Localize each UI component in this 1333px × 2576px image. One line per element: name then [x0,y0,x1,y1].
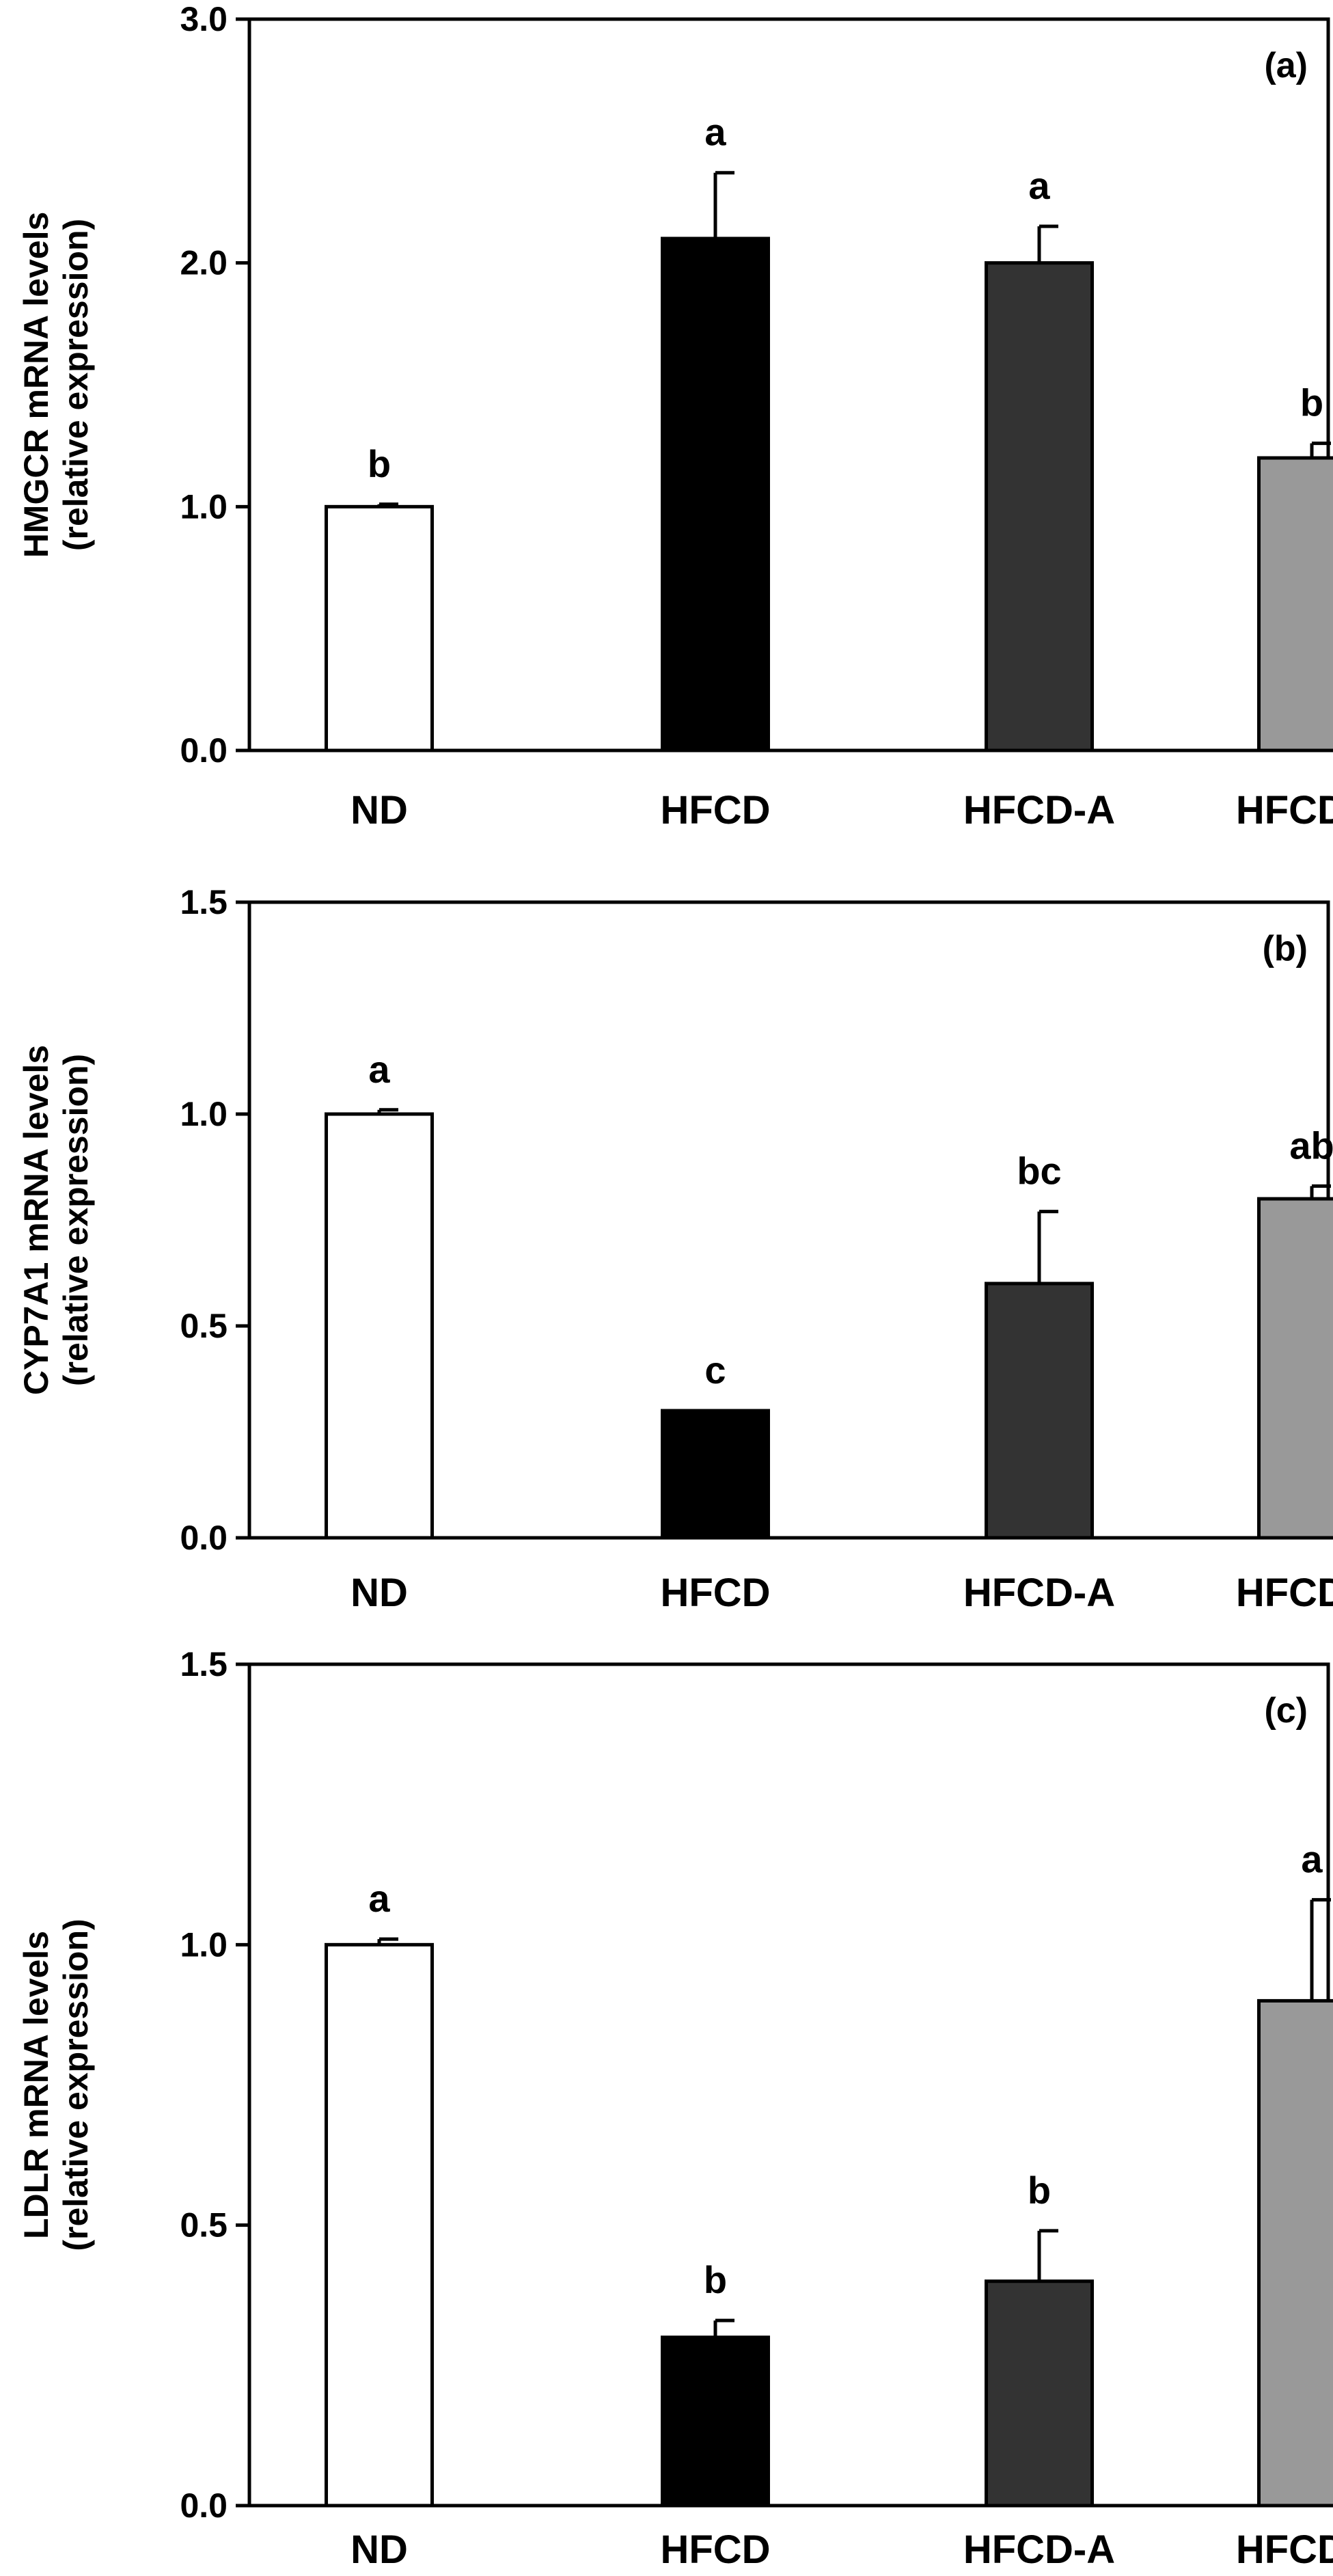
panel-label: (a) [1264,46,1308,85]
significance-label: a [368,1877,390,1920]
y-tick-label: 1.0 [180,1095,228,1133]
plot-frame [247,17,1330,753]
significance-label: c [704,1348,726,1392]
panel-b: 0.0 0.5 1.0 1.5 CYP7A1 mRNA levels (relative … [17,883,1333,1615]
significance-label: a [704,111,726,154]
bar-hfcd-b [1257,1197,1333,1540]
y-tick-label: 0.0 [180,731,228,770]
category-label: ND [351,788,408,832]
bar-hfcd [661,236,770,753]
bar-hfcd [661,1409,770,1540]
significance-label: b [1300,381,1323,424]
y-tick-label: 0.5 [180,2206,228,2245]
y-tick-label: 2.0 [180,244,228,282]
bar-nd [325,1112,434,1540]
bar-hfcd-a [985,2279,1094,2508]
y-tick-label: 0.5 [180,1307,228,1345]
panel-a: 0.0 1.0 2.0 3.0 HMGCR mRNA levels (relative e… [17,0,1333,832]
y-axis-label: HMGCR mRNA levels [17,212,55,558]
significance-label: a [1301,1838,1323,1881]
bar-nd [325,504,434,753]
significance-label: bc [1017,1150,1061,1193]
significance-label: a [1028,164,1050,207]
category-label: HFCD [660,1571,770,1615]
bar-hfcd-a [985,1282,1094,1540]
category-label: ND [351,2527,408,2572]
significance-label: ab [1289,1124,1333,1167]
significance-label: b [368,442,391,485]
significance-label: a [368,1048,390,1091]
y-tick-label: 1.5 [180,883,228,921]
category-label: HFCD-A [963,1571,1115,1615]
category-label: HFCD-A [963,788,1115,832]
panel-c: 0.0 0.5 1.0 1.5 LDLR mRNA levels (relative ex… [17,1645,1333,2572]
y-axis-sublabel: (relative expression) [57,1919,95,2251]
bar-hfcd-a [985,261,1094,753]
category-label: HFCD [660,2527,770,2572]
y-tick-label: 1.0 [180,1925,228,1964]
y-axis-sublabel: (relative expression) [57,1054,95,1386]
y-axis-sublabel: (relative expression) [57,219,95,551]
panel-label: (b) [1263,929,1308,968]
significance-label: b [1028,2169,1051,2212]
category-label: HFCD-A [963,2527,1115,2572]
bar-hfcd [661,2335,770,2508]
category-label: HFCD-B [1236,1571,1333,1615]
y-axis-label: CYP7A1 mRNA levels [17,1045,55,1395]
category-label: HFCD [660,788,770,832]
y-tick-label: 1.0 [180,487,228,526]
y-tick-label: 0.0 [180,2486,228,2525]
bar-nd [325,1942,434,2508]
category-label: HFCD-B [1236,2527,1333,2572]
significance-label: b [704,2258,727,2301]
y-tick-label: 1.5 [180,1645,228,1683]
y-axis-label: LDLR mRNA levels [17,1931,55,2239]
bar-hfcd-b [1257,456,1333,753]
bar-hfcd-b [1257,1998,1333,2508]
y-tick-label: 0.0 [180,1519,228,1557]
category-label: ND [351,1571,408,1615]
category-label: HFCD-B [1236,788,1333,832]
y-tick-label: 3.0 [180,0,228,38]
panel-label: (c) [1264,1691,1308,1731]
